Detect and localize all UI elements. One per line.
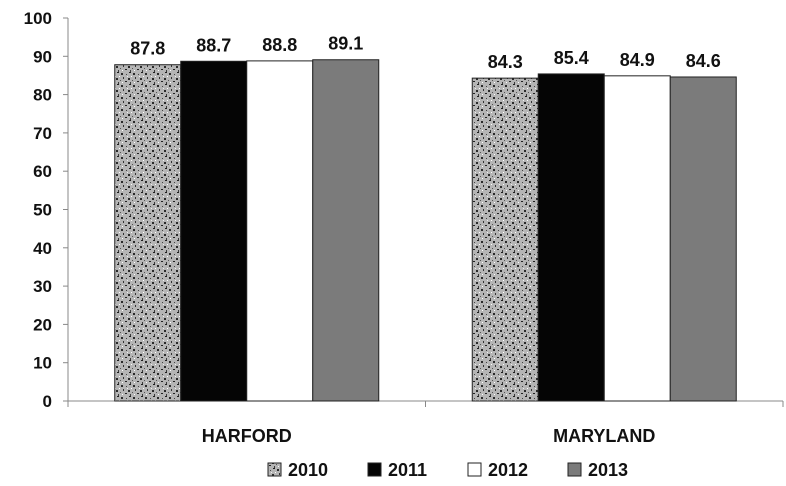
y-tick-label: 20 [33, 315, 52, 334]
bar-2012-harford [246, 60, 314, 402]
bar-2011-harford [180, 60, 248, 402]
y-tick-label: 70 [33, 124, 52, 143]
legend-label: 2010 [288, 460, 328, 480]
y-tick-label: 80 [33, 86, 52, 105]
bars [114, 59, 737, 402]
y-tick-label: 10 [33, 354, 52, 373]
legend-label: 2012 [488, 460, 528, 480]
y-tick-label: 60 [33, 162, 52, 181]
data-label: 84.3 [488, 52, 523, 72]
data-label: 88.7 [196, 35, 231, 55]
legend-label: 2011 [388, 460, 427, 480]
data-label: 87.8 [130, 39, 165, 59]
legend: 2010 2011 2012 2013 [267, 460, 628, 480]
bar-2010-harford [114, 64, 182, 402]
legend-swatch-2011 [367, 462, 382, 477]
data-label: 84.9 [620, 50, 655, 70]
data-label: 88.8 [262, 35, 297, 55]
data-labels: 87.8 88.7 88.8 89.1 84.3 85.4 84.9 84.6 [130, 34, 721, 72]
y-tick-label: 40 [33, 239, 52, 258]
y-tick-label: 0 [43, 392, 52, 411]
y-tick-label: 90 [33, 47, 52, 66]
bar-2012-maryland [603, 75, 671, 402]
x-category-label: HARFORD [202, 426, 292, 446]
y-tick-label: 30 [33, 277, 52, 296]
legend-swatch-2012 [467, 462, 482, 477]
y-tick-label: 100 [24, 9, 52, 28]
bar-2010-maryland [471, 77, 539, 402]
legend-swatch-2013 [567, 462, 582, 477]
bar-2013-maryland [669, 76, 737, 402]
legend-label: 2013 [588, 460, 628, 480]
data-label: 84.6 [686, 51, 721, 71]
legend-swatch-2010 [267, 462, 282, 477]
data-label: 85.4 [554, 48, 589, 68]
bar-2011-maryland [537, 73, 605, 402]
x-category-label: MARYLAND [553, 426, 655, 446]
y-tick-label: 50 [33, 201, 52, 220]
data-label: 89.1 [328, 34, 363, 54]
axes: 0 10 20 30 40 50 60 70 80 90 100 HARFORD MARYLAND [24, 9, 784, 446]
bar-2013-harford [312, 59, 380, 402]
